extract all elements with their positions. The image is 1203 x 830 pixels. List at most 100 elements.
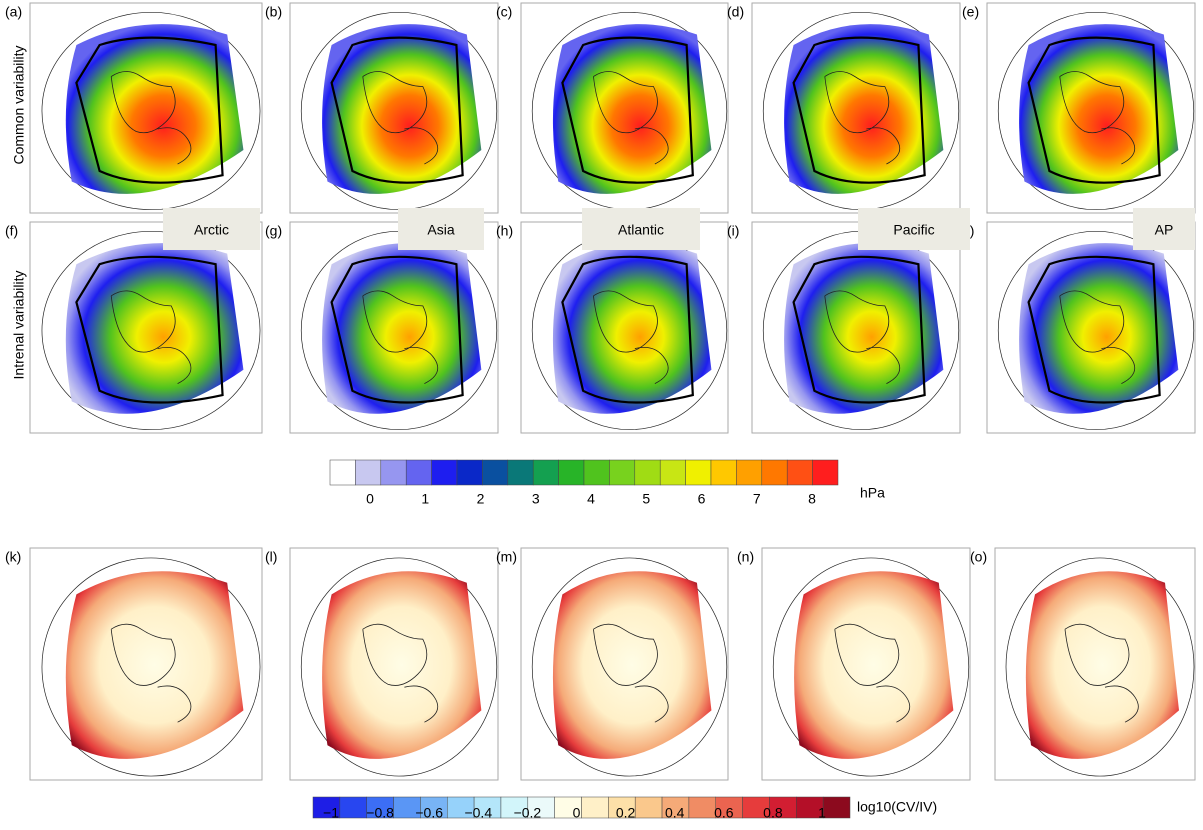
colorbar-swatch (634, 796, 663, 819)
field-map (322, 243, 482, 414)
colorbar-tick-label: 0.2 (616, 805, 636, 821)
panel-label: (i) (727, 223, 739, 239)
region-label: Arctic (194, 222, 229, 238)
coastline (110, 290, 192, 384)
field-map (322, 24, 482, 194)
row-label: Common variability (11, 45, 27, 164)
coastline (110, 623, 192, 723)
row-label: Intrenal variability (11, 271, 27, 380)
field-map (552, 571, 712, 759)
region-box (398, 208, 484, 250)
colorbar-swatch (329, 459, 356, 486)
colorbar-swatch (380, 459, 407, 486)
region-box (1133, 208, 1195, 250)
domain-outline (561, 255, 694, 404)
globe-outline (997, 11, 1195, 211)
domain-outline (1027, 255, 1161, 404)
colorbar-swatch (609, 459, 636, 486)
domain-outline (1027, 36, 1161, 184)
region-label: Pacific (893, 222, 934, 238)
colorbar-swatch (634, 459, 661, 486)
colorbar-swatch (507, 459, 534, 486)
field-map (1025, 571, 1179, 759)
field-map (794, 571, 954, 759)
colorbar-tick-label: 2 (477, 491, 485, 507)
panel-label: (h) (496, 223, 513, 239)
colorbar-swatch (736, 459, 763, 486)
field-map (1019, 243, 1179, 414)
colorbar-tick-label: 0 (366, 491, 374, 507)
panel-label: (d) (727, 4, 744, 20)
colorbar-swatch (710, 459, 737, 486)
coastline (593, 290, 669, 384)
colorbar-swatch (786, 459, 813, 486)
region-box (858, 208, 970, 250)
colorbar-tick-label: 4 (587, 491, 595, 507)
colorbar-tick-label: 0.6 (714, 805, 734, 821)
panel-frame (29, 2, 263, 214)
panel-label: (e) (962, 4, 979, 20)
panel-label: (c) (496, 4, 512, 20)
panel-label: (g) (265, 223, 282, 239)
domain-outline (792, 255, 926, 404)
field-map (322, 571, 482, 759)
colorbar-tick-label: 5 (642, 491, 650, 507)
colorbar-swatch (812, 459, 839, 486)
colorbar-swatch (431, 459, 458, 486)
domain-outline (330, 255, 464, 404)
coastline (593, 71, 669, 165)
colorbar-swatch (688, 796, 717, 819)
colorbar-swatch (532, 459, 559, 486)
coastline (1059, 71, 1136, 165)
colorbar-unit: log10(CV/IV) (857, 799, 937, 815)
colorbar-swatch (355, 459, 382, 486)
colorbar-swatch (339, 796, 367, 819)
coastline (110, 71, 192, 165)
domain-outline (330, 36, 464, 184)
domain-outline (75, 36, 224, 184)
panel-label: (f) (5, 223, 18, 239)
field-map (65, 243, 244, 414)
colorbar-swatch (581, 796, 609, 819)
colorbar-swatch (685, 459, 712, 486)
colorbar-swatch (456, 459, 483, 486)
panel-label: (m) (496, 549, 517, 565)
region-label: Asia (427, 222, 454, 238)
domain-outline (792, 36, 926, 184)
panel-frame (994, 547, 1196, 781)
globe-outline (41, 557, 261, 777)
domain-outline (561, 36, 694, 184)
globe-outline (772, 557, 970, 777)
colorbar-swatch (558, 459, 585, 486)
panel-frame (29, 547, 263, 781)
panel-frame (751, 2, 961, 214)
region-box (582, 208, 700, 250)
colorbar-swatch (405, 459, 432, 486)
colorbar-tick-label: 3 (532, 491, 540, 507)
field-map (552, 24, 712, 194)
globe-outline (300, 557, 498, 777)
panel-frame (520, 547, 729, 781)
domain-outline (75, 255, 224, 404)
region-label: Atlantic (618, 222, 664, 238)
coastline (834, 623, 911, 723)
colorbar-tick-label: 7 (753, 491, 761, 507)
globe-outline (997, 230, 1195, 431)
field-map (784, 24, 944, 194)
panel-label: (a) (5, 4, 22, 20)
colorbar-swatch (761, 459, 788, 486)
colorbar-tick-label: 0.8 (763, 805, 783, 821)
field-map (1019, 24, 1179, 194)
globe-outline (41, 230, 261, 431)
colorbar-tick-label: −0.6 (415, 805, 443, 821)
coastline (362, 290, 439, 384)
colorbar-tick-label: 8 (808, 491, 816, 507)
colorbar-tick-label: 6 (698, 491, 706, 507)
coastline (593, 623, 669, 723)
field-map (552, 243, 712, 414)
panel-label: (n) (737, 549, 754, 565)
colorbar-swatch (659, 459, 686, 486)
panel-frame (289, 221, 499, 434)
coastline (824, 71, 901, 165)
